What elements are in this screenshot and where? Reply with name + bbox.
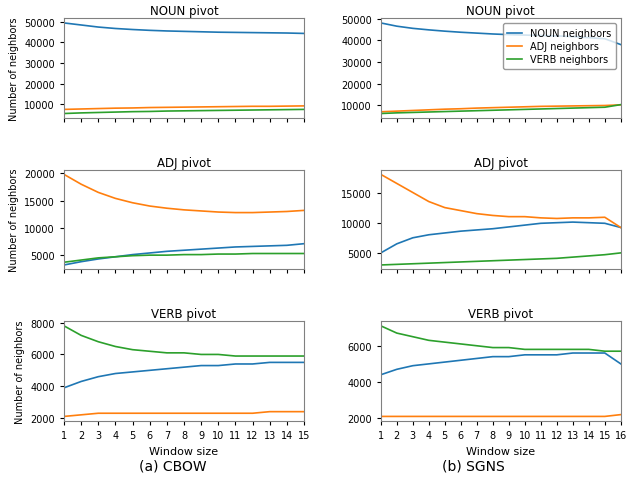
Title: NOUN pivot: NOUN pivot — [150, 5, 218, 18]
Title: NOUN pivot: NOUN pivot — [467, 5, 535, 18]
Title: ADJ pivot: ADJ pivot — [157, 156, 211, 169]
X-axis label: Window size: Window size — [149, 446, 219, 455]
Text: (b) SGNS: (b) SGNS — [442, 458, 505, 472]
Title: VERB pivot: VERB pivot — [468, 307, 533, 320]
Y-axis label: Number of neighbors: Number of neighbors — [9, 17, 19, 121]
Legend: NOUN neighbors, ADJ neighbors, VERB neighbors: NOUN neighbors, ADJ neighbors, VERB neig… — [502, 24, 616, 70]
Title: ADJ pivot: ADJ pivot — [474, 156, 528, 169]
Title: VERB pivot: VERB pivot — [152, 307, 216, 320]
Y-axis label: Number of neighbors: Number of neighbors — [9, 168, 19, 272]
Y-axis label: Number of neighbors: Number of neighbors — [15, 320, 25, 423]
X-axis label: Window size: Window size — [466, 446, 536, 455]
Text: (a) CBOW: (a) CBOW — [139, 458, 207, 472]
